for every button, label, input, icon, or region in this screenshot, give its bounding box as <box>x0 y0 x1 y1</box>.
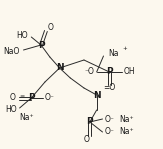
Text: Na⁺: Na⁺ <box>119 114 134 124</box>
Text: OH: OH <box>124 67 136 76</box>
Text: =: = <box>19 94 24 100</box>
Text: =O: =O <box>103 83 115 93</box>
Text: P: P <box>87 118 93 127</box>
Text: Na: Na <box>108 49 119 58</box>
Text: O: O <box>10 94 16 103</box>
Text: O⁻: O⁻ <box>104 128 114 136</box>
Text: O⁻: O⁻ <box>45 94 55 103</box>
Text: N: N <box>93 90 100 100</box>
Text: N: N <box>56 63 63 73</box>
Text: +: + <box>122 46 127 52</box>
Text: O⁻: O⁻ <box>104 114 114 124</box>
Text: NaO: NaO <box>3 48 20 56</box>
Text: Na⁺: Na⁺ <box>119 128 134 136</box>
Text: ⁻O: ⁻O <box>85 67 95 76</box>
Text: HO: HO <box>5 105 17 114</box>
Text: P: P <box>106 67 113 76</box>
Text: P: P <box>38 41 44 49</box>
Text: O: O <box>48 24 54 32</box>
Text: P: P <box>28 94 35 103</box>
Text: HO: HO <box>17 31 28 39</box>
Text: Na⁺: Na⁺ <box>19 114 34 122</box>
Text: O: O <box>84 135 90 145</box>
